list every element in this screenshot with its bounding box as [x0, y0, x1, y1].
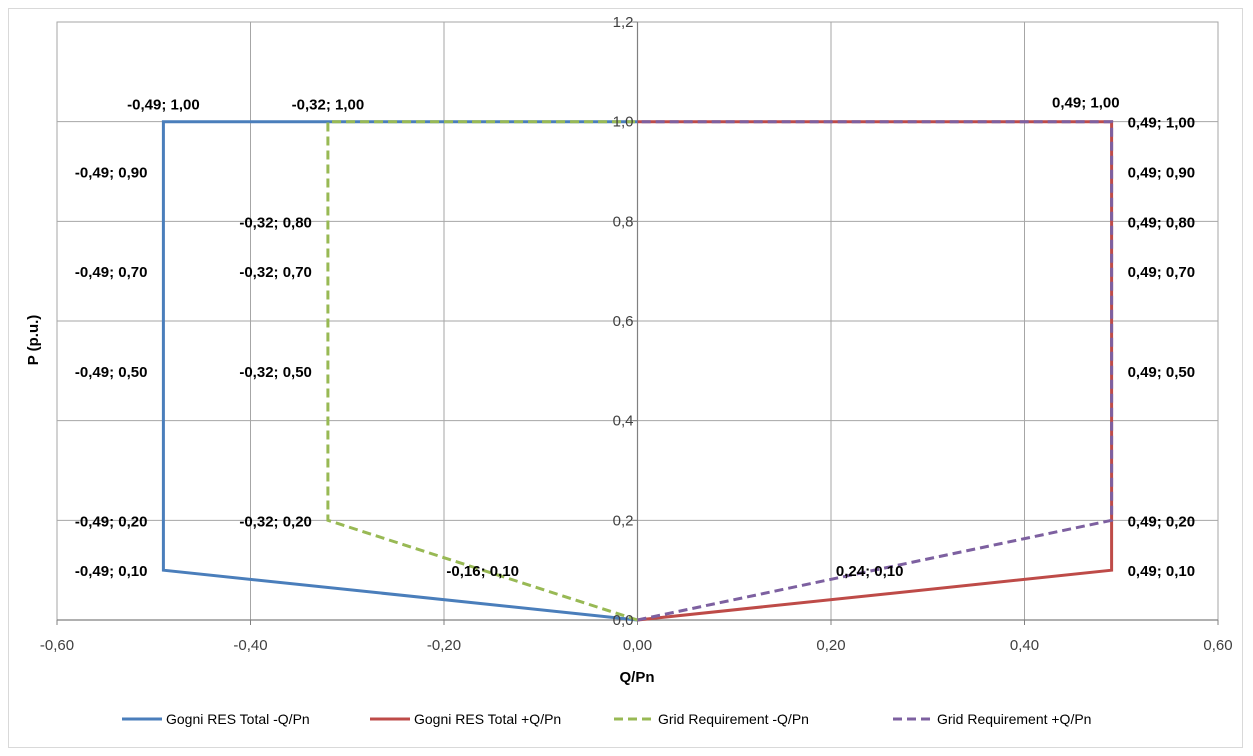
x-tick-label: -0,60 — [40, 637, 74, 654]
x-tick-label: 0,00 — [623, 637, 652, 654]
series-layer — [161, 120, 1114, 622]
data-label: 0,49; 0,90 — [1128, 165, 1196, 182]
data-label: -0,32; 1,00 — [292, 97, 365, 114]
legend-label-2: Gogni RES Total +Q/Pn — [414, 711, 561, 727]
data-label: -0,49; 0,50 — [75, 364, 148, 381]
y-tick-label: 1,2 — [613, 14, 634, 31]
y-axis-title: P (p.u.) — [25, 315, 42, 366]
data-label: 0,49; 0,70 — [1128, 264, 1196, 281]
chart-frame — [8, 8, 1243, 748]
data-label: -0,49; 0,10 — [75, 563, 148, 580]
x-tick-label: -0,20 — [427, 637, 461, 654]
data-label: 0,49; 0,10 — [1128, 563, 1196, 580]
data-label: -0,32; 0,50 — [239, 364, 312, 381]
x-tick-label: 0,60 — [1203, 637, 1232, 654]
data-label: 0,49; 1,00 — [1052, 95, 1120, 112]
data-label: 0,49; 0,50 — [1128, 364, 1196, 381]
series-line-4 — [637, 120, 1114, 622]
legend: Gogni RES Total -Q/Pn Gogni RES Total +Q/… — [122, 711, 1091, 727]
y-tick-label: 0,8 — [613, 213, 634, 230]
data-label: -0,32; 0,20 — [239, 513, 312, 530]
y-tick-label: 0,2 — [613, 512, 634, 529]
data-label: -0,32; 0,70 — [239, 264, 312, 281]
legend-label-3: Grid Requirement -Q/Pn — [658, 711, 809, 727]
series-line-1 — [161, 120, 638, 622]
tick-layer: 0,0 0,2 0,4 0,6 0,8 1,0 1,2 -0,60 -0,40 -0,20 0,00… — [40, 14, 1233, 654]
data-label: -0,32; 0,80 — [239, 214, 312, 231]
data-label: 0,49; 1,00 — [1128, 115, 1196, 132]
y-tick-label: 0,4 — [613, 413, 634, 430]
data-label: -0,49; 0,70 — [75, 264, 148, 281]
legend-label-4: Grid Requirement +Q/Pn — [937, 711, 1091, 727]
data-label: -0,49; 0,20 — [75, 513, 148, 530]
data-label: -0,49; 1,00 — [127, 97, 200, 114]
data-label-layer: -0,49; 1,00 -0,49; 0,90 -0,49; 0,70 -0,49; … — [75, 95, 1195, 581]
x-axis-title: Q/Pn — [619, 669, 654, 686]
x-tick-label: -0,40 — [233, 637, 267, 654]
data-label: 0,24; 0,10 — [836, 563, 904, 580]
y-tick-label: 0,0 — [613, 612, 634, 629]
grid-layer — [56, 21, 1219, 625]
y-tick-label: 1,0 — [613, 114, 634, 131]
data-label: 0,49; 0,20 — [1128, 513, 1196, 530]
x-tick-label: 0,40 — [1010, 637, 1039, 654]
x-tick-label: 0,20 — [816, 637, 845, 654]
series-line-2 — [637, 120, 1114, 622]
data-label: -0,16; 0,10 — [446, 563, 519, 580]
data-label: -0,49; 0,90 — [75, 165, 148, 182]
series-line-3 — [326, 120, 638, 622]
y-tick-label: 0,6 — [613, 313, 634, 330]
legend-label-1: Gogni RES Total -Q/Pn — [166, 711, 310, 727]
data-label: 0,49; 0,80 — [1128, 214, 1196, 231]
